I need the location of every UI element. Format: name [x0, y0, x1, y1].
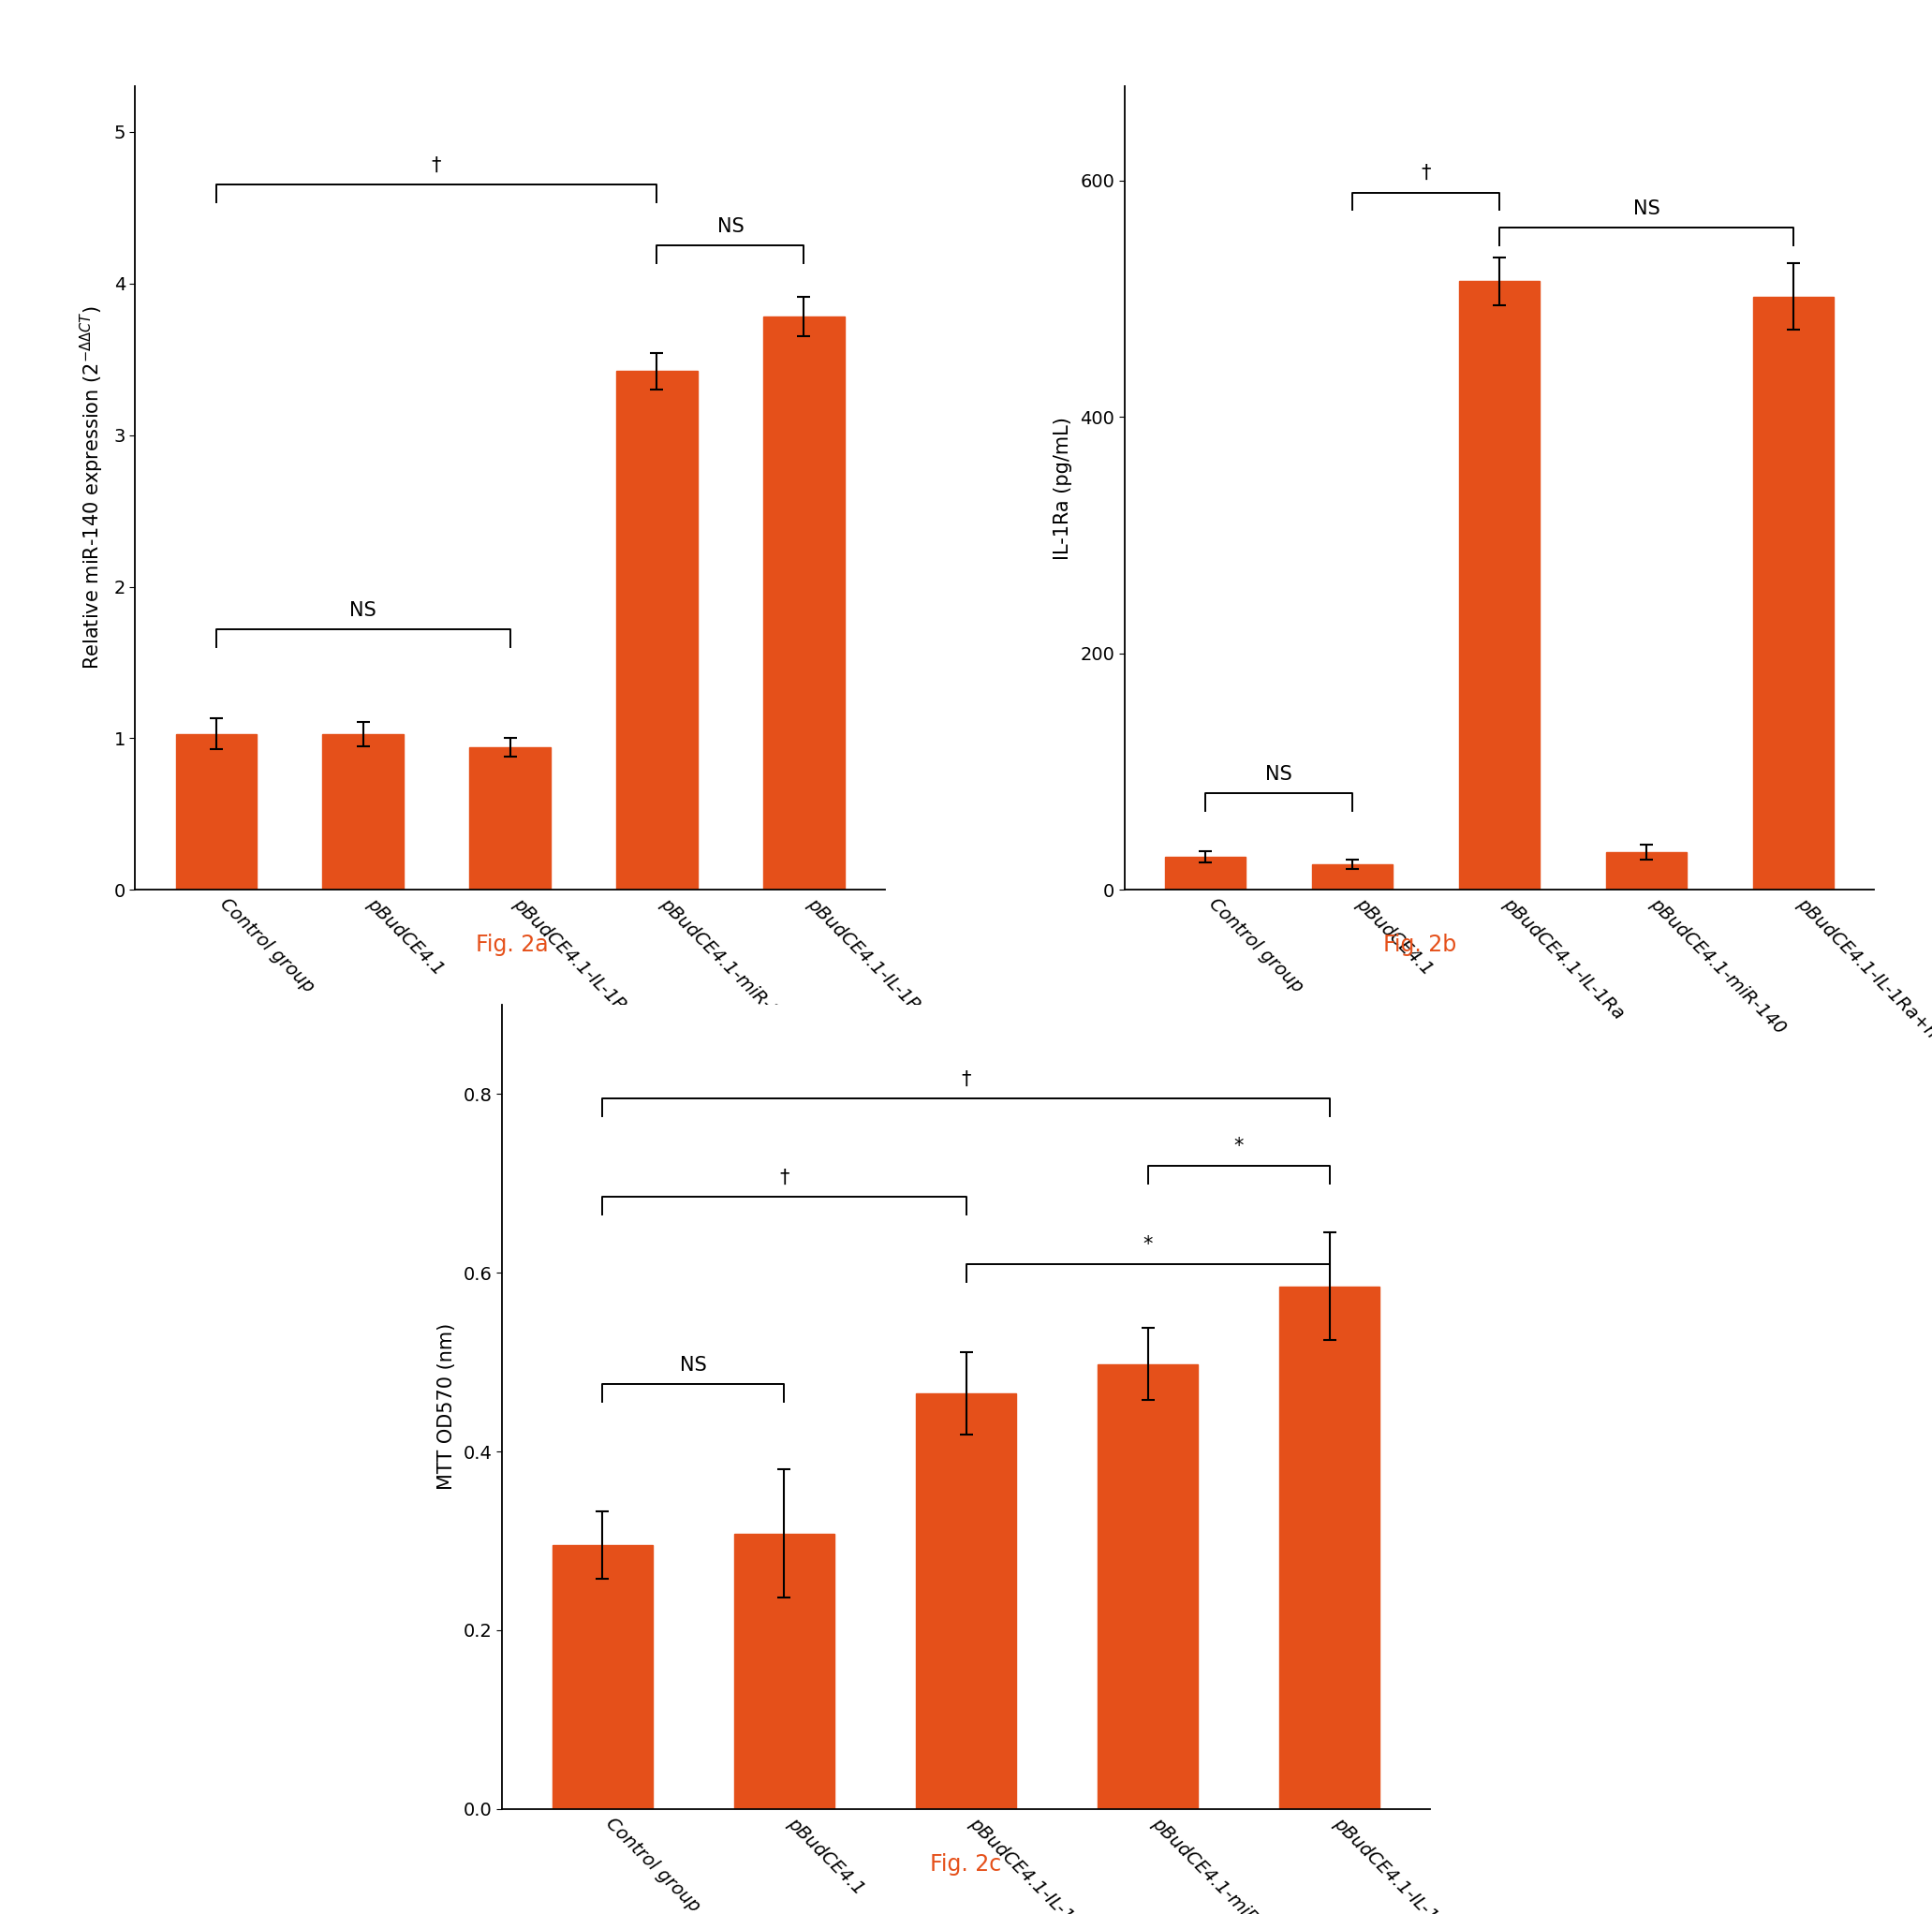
- Text: Fig. 2a: Fig. 2a: [475, 934, 549, 957]
- Y-axis label: IL-1Ra (pg/mL): IL-1Ra (pg/mL): [1053, 417, 1072, 559]
- Bar: [323, 733, 404, 890]
- Y-axis label: MTT OD570 (nm): MTT OD570 (nm): [437, 1323, 456, 1491]
- Bar: [1752, 297, 1833, 890]
- Text: NS: NS: [350, 601, 377, 620]
- Bar: [1097, 1365, 1198, 1809]
- Text: †: †: [779, 1169, 788, 1187]
- Bar: [1605, 852, 1687, 890]
- Text: NS: NS: [680, 1357, 707, 1374]
- Bar: [1279, 1286, 1379, 1809]
- Bar: [469, 748, 551, 890]
- Text: *: *: [1144, 1236, 1153, 1254]
- Text: †: †: [960, 1070, 972, 1089]
- Bar: [176, 733, 257, 890]
- Text: NS: NS: [1633, 199, 1660, 218]
- Bar: [1459, 281, 1540, 890]
- Text: Fig. 2c: Fig. 2c: [931, 1853, 1001, 1876]
- Bar: [1312, 863, 1393, 890]
- Bar: [553, 1545, 653, 1809]
- Bar: [916, 1393, 1016, 1809]
- Text: NS: NS: [1265, 766, 1293, 783]
- Bar: [1165, 857, 1246, 890]
- Bar: [763, 316, 844, 890]
- Text: †: †: [431, 157, 440, 174]
- Bar: [734, 1533, 835, 1809]
- Y-axis label: Relative miR-140 expression (2$^{-ΔΔCT}$): Relative miR-140 expression (2$^{-ΔΔCT}$…: [79, 306, 106, 670]
- Text: Fig. 2b: Fig. 2b: [1383, 934, 1457, 957]
- Bar: [616, 371, 697, 890]
- Text: †: †: [1420, 165, 1432, 184]
- Text: NS: NS: [717, 216, 744, 235]
- Text: *: *: [1235, 1137, 1244, 1156]
